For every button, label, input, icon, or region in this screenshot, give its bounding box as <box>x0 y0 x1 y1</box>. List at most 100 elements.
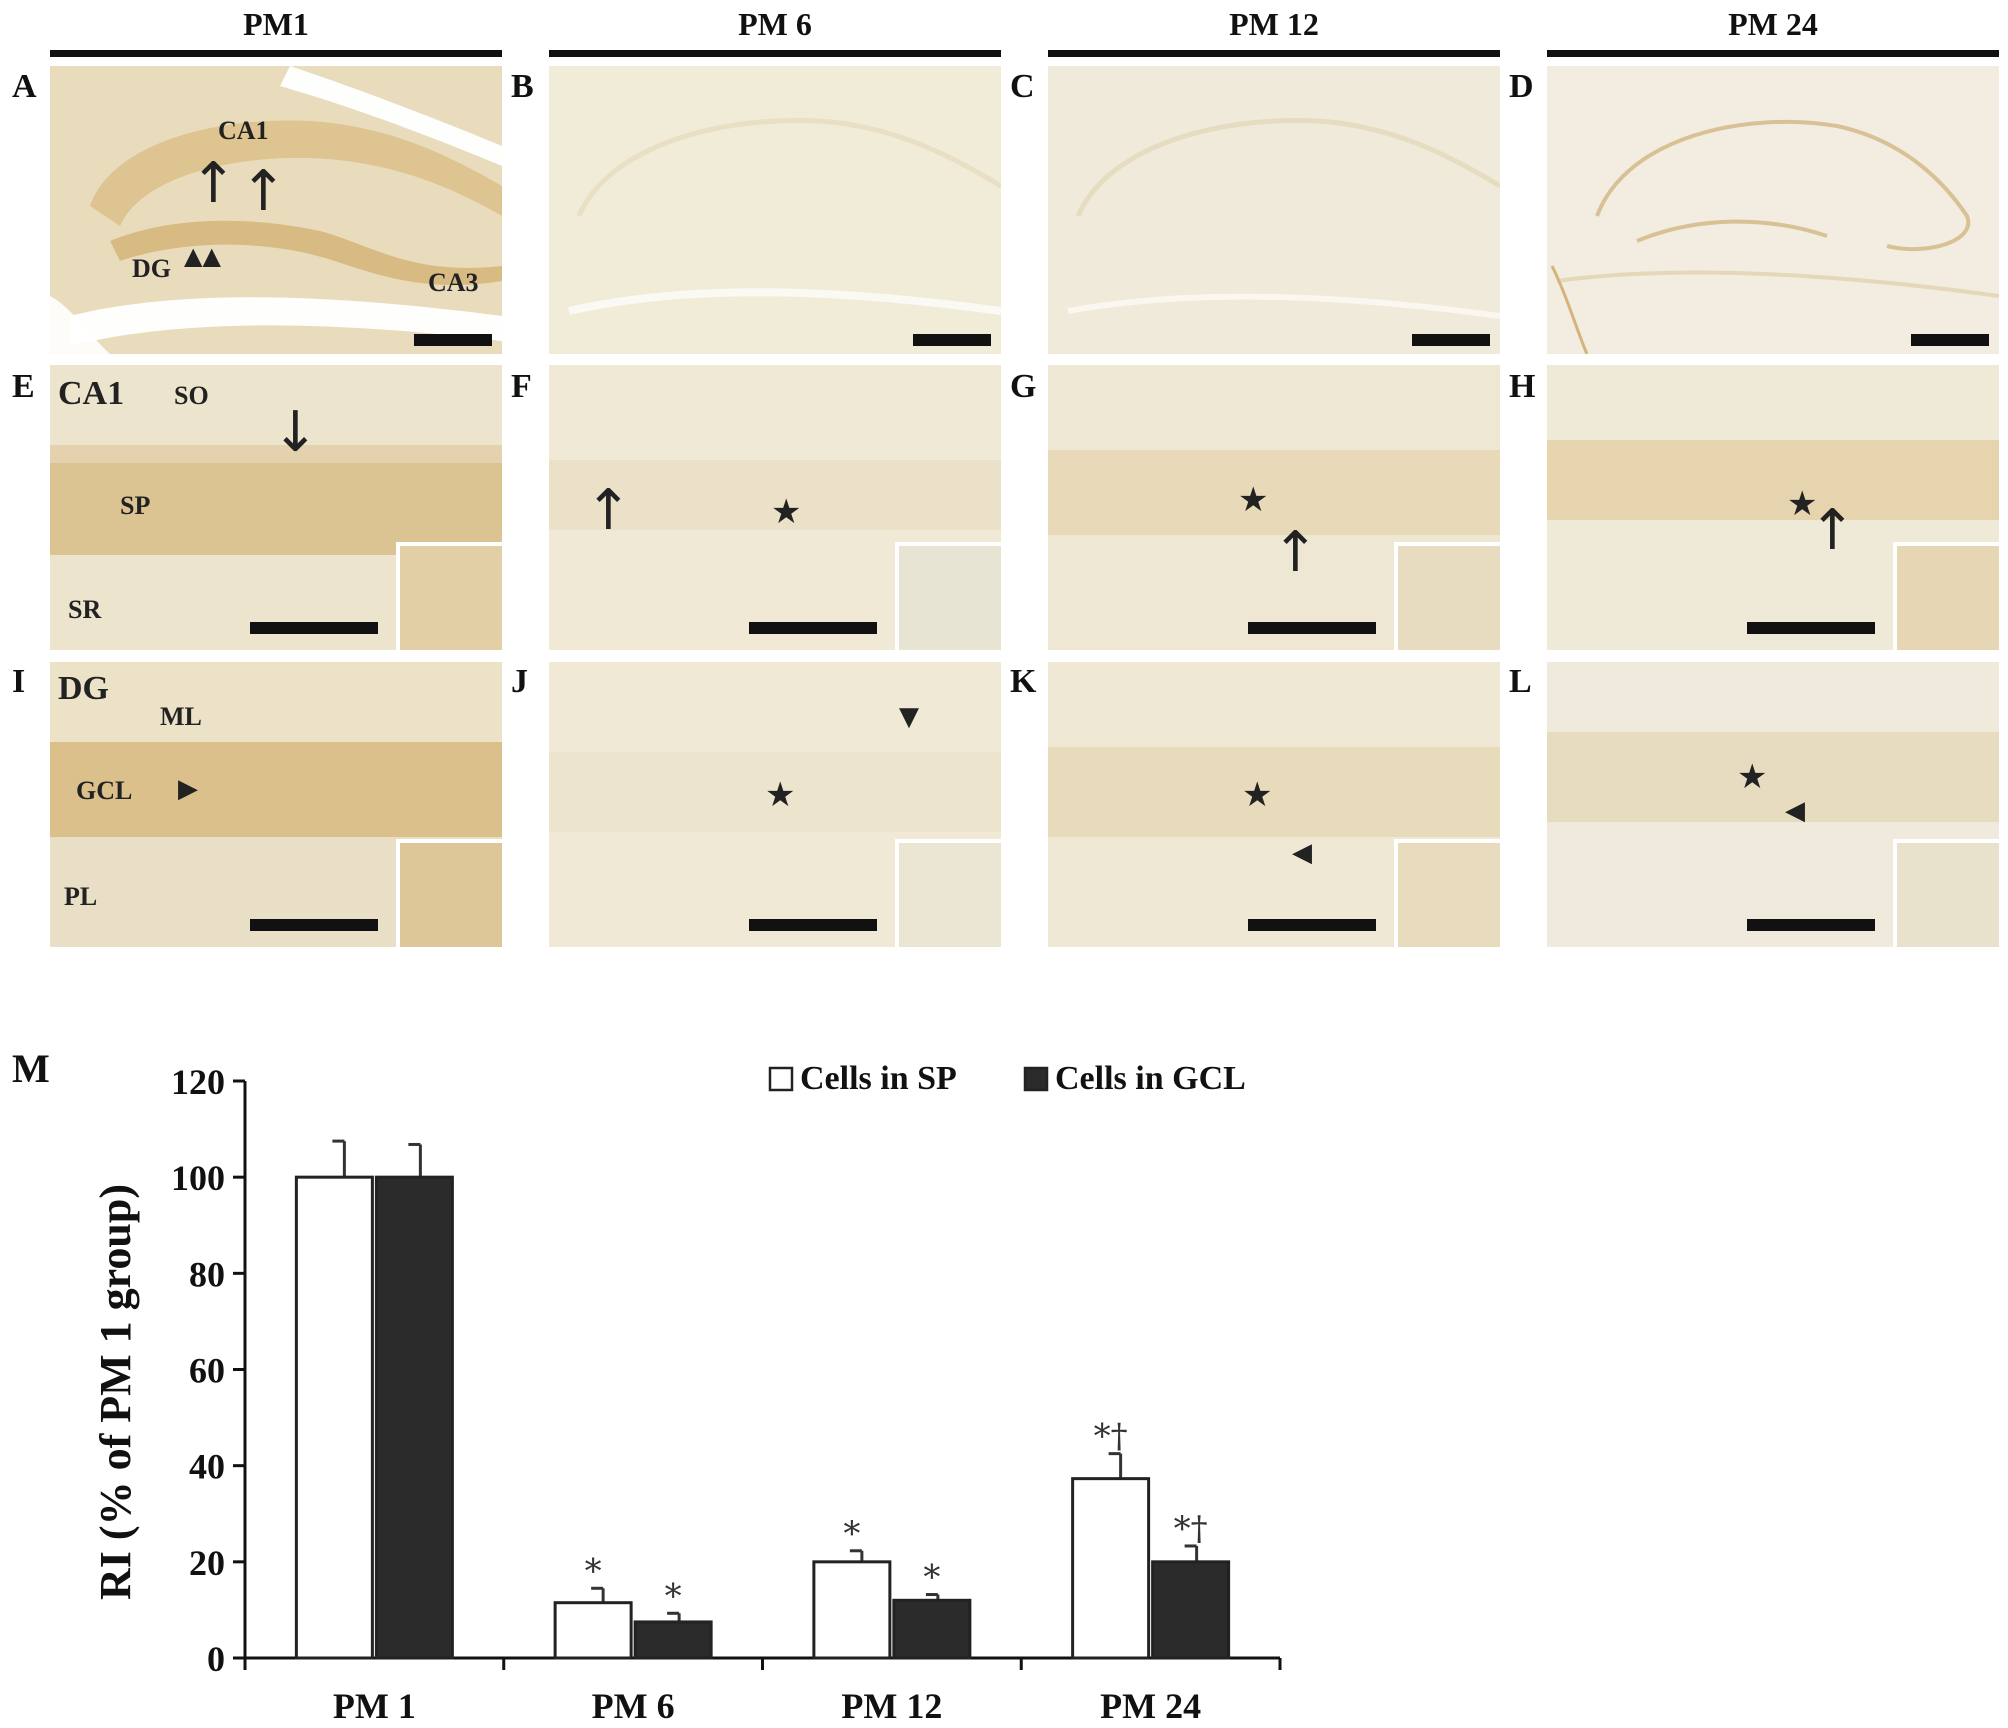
panel-letter-f: F <box>511 368 532 405</box>
star-icon: ★ <box>1737 757 1768 797</box>
label-pl: PL <box>64 882 98 911</box>
magnified-inset <box>1394 542 1500 650</box>
bar <box>1071 1477 1151 1660</box>
scale-bar <box>913 334 991 346</box>
ca1-micrograph <box>549 365 1001 650</box>
bar <box>294 1175 374 1660</box>
label-dg: DG <box>132 254 171 283</box>
x-tick-label: PM 12 <box>841 1686 942 1726</box>
panel-letter-c: C <box>1010 68 1035 105</box>
label-region-dg: DG <box>58 670 109 707</box>
x-tick-label: PM 24 <box>1100 1686 1201 1726</box>
label-ca3: CA3 <box>428 268 479 297</box>
up-arrow-icon: ↑ <box>1809 498 1856 563</box>
bar-chart: M RI (% of PM 1 group) 0 20 40 60 80 100 120 P… <box>12 1046 1282 1726</box>
up-arrow-icon: ↑ <box>585 478 632 543</box>
magnified-inset <box>396 839 502 947</box>
panel-j-dg-pm6: ▼ ★ <box>549 662 1001 947</box>
scale-bar <box>749 622 877 634</box>
magnified-inset <box>1893 542 1999 650</box>
significance-mark: * <box>923 1558 940 1598</box>
column-rule-pm6 <box>549 50 1001 57</box>
panel-letter-g: G <box>1010 368 1037 405</box>
bar <box>553 1601 633 1660</box>
panel-l-dg-pm24: ★ ◀ <box>1547 662 1999 947</box>
magnified-inset <box>895 542 1001 650</box>
label-gcl: GCL <box>76 776 133 805</box>
scale-bar <box>1747 919 1875 931</box>
dg-micrograph <box>549 662 1001 947</box>
panel-letter-d: D <box>1509 68 1534 105</box>
scale-bar <box>1747 622 1875 634</box>
y-tick-label: 80 <box>189 1254 225 1294</box>
y-tick-label: 40 <box>189 1447 225 1487</box>
label-region-ca1: CA1 <box>58 375 125 412</box>
bar <box>374 1175 454 1660</box>
y-tick-label: 0 <box>207 1639 225 1679</box>
bar <box>812 1560 892 1660</box>
panel-letter-b: B <box>511 68 534 105</box>
scale-bar <box>250 622 378 634</box>
panel-letter-h: H <box>1509 368 1536 405</box>
panel-i-dg-pm1: DG ML GCL PL ▶ <box>50 662 502 947</box>
panel-g-ca1-pm12: ★ ↑ <box>1048 365 1500 650</box>
legend-swatch <box>1023 1066 1049 1092</box>
label-ml: ML <box>160 702 202 731</box>
magnified-inset <box>895 839 1001 947</box>
down-arrow-icon: ↓ <box>272 400 319 465</box>
label-ca1: CA1 <box>218 116 269 145</box>
up-arrow-icon: ↑ <box>1272 520 1319 585</box>
panel-letter-i: I <box>12 663 26 700</box>
hippocampus-micrograph <box>50 66 502 354</box>
significance-mark: * <box>585 1551 602 1591</box>
y-tick-label: 100 <box>171 1158 225 1198</box>
bars: * * *† * * *† <box>294 1139 1231 1660</box>
triangle-arrowhead-icon: ▶ <box>178 774 198 804</box>
legend-label: Cells in SP <box>800 1060 957 1097</box>
star-icon: ★ <box>1787 484 1818 524</box>
hippocampus-micrograph <box>1547 66 1999 354</box>
legend-label: Cells in GCL <box>1055 1060 1246 1097</box>
y-axis: 0 20 40 60 80 100 120 <box>171 1062 247 1679</box>
column-header-pm24: PM 24 <box>1728 6 1818 42</box>
triangle-arrowhead-icon: ▲▲ <box>184 242 221 270</box>
scale-bar <box>1412 334 1490 346</box>
panel-h-ca1-pm24: ★ ↑ <box>1547 365 1999 650</box>
label-sr: SR <box>68 595 102 624</box>
panel-k-dg-pm12: ★ ◀ <box>1048 662 1500 947</box>
bar <box>1151 1560 1231 1660</box>
hippocampus-micrograph <box>1048 66 1500 354</box>
bar <box>633 1620 713 1660</box>
panel-letter-j: J <box>511 663 528 700</box>
triangle-arrowhead-icon: ◀ <box>1785 796 1805 826</box>
panel-letter-m: M <box>12 1046 50 1091</box>
x-axis: PM 1 PM 6 PM 12 PM 24 <box>243 1656 1282 1726</box>
column-header-pm1: PM1 <box>243 6 309 42</box>
scale-bar <box>1911 334 1989 346</box>
panel-b-hippocampus-pm6 <box>549 66 1001 354</box>
label-so: SO <box>174 381 209 410</box>
x-tick-label: PM 1 <box>333 1686 416 1726</box>
hippocampus-micrograph <box>549 66 1001 354</box>
scale-bar <box>414 334 492 346</box>
star-icon: ★ <box>765 775 796 815</box>
column-rule-pm24 <box>1547 50 1999 57</box>
legend-swatch <box>768 1066 794 1092</box>
up-arrow-icon: ↑ <box>240 159 287 224</box>
significance-mark: * <box>665 1576 682 1616</box>
panel-letter-k: K <box>1010 663 1037 700</box>
panel-e-ca1-pm1: CA1 SO SP SR ↓ <box>50 365 502 650</box>
panel-a-hippocampus-pm1: CA1 DG CA3 ↑ ↑ ▲▲ <box>50 66 502 354</box>
x-tick-label: PM 6 <box>592 1686 675 1726</box>
scale-bar <box>1248 919 1376 931</box>
ca1-micrograph <box>50 365 502 650</box>
star-icon: ★ <box>1238 480 1269 520</box>
panel-c-hippocampus-pm12 <box>1048 66 1500 354</box>
panel-f-ca1-pm6: ↑ ★ <box>549 365 1001 650</box>
magnified-inset <box>1394 839 1500 947</box>
significance-mark: * <box>843 1514 860 1554</box>
significance-mark: *† <box>1094 1417 1128 1457</box>
y-tick-label: 60 <box>189 1351 225 1391</box>
panel-letter-l: L <box>1509 663 1532 700</box>
